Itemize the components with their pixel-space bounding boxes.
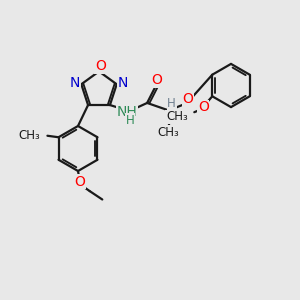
Text: CH₃: CH₃ — [158, 125, 180, 139]
Text: H: H — [167, 97, 176, 110]
Text: H: H — [126, 113, 134, 127]
Text: O: O — [182, 92, 193, 106]
Text: CH₃: CH₃ — [166, 110, 188, 123]
Text: N: N — [118, 76, 128, 90]
Text: O: O — [151, 74, 162, 87]
Text: CH₃: CH₃ — [18, 129, 40, 142]
Text: N: N — [70, 76, 80, 90]
Text: O: O — [198, 100, 209, 114]
Text: O: O — [74, 175, 85, 188]
Text: NH: NH — [117, 105, 137, 119]
Text: O: O — [95, 59, 106, 73]
